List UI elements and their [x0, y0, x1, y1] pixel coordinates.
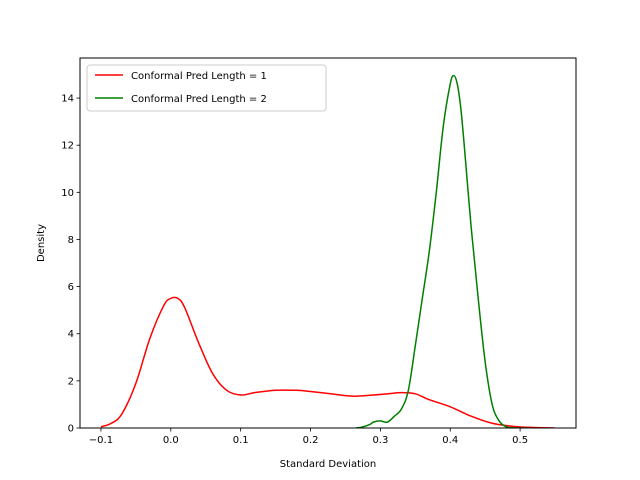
y-tick-label: 4: [68, 329, 74, 340]
y-tick-label: 12: [61, 141, 74, 152]
series-layer: [100, 74, 556, 428]
y-axis-ticks: 0 2 4 6 8 10 12 14: [61, 94, 80, 435]
x-tick-label: 0.0: [163, 435, 179, 446]
y-tick-label: 0: [68, 424, 74, 435]
density-line-length-1: [100, 296, 556, 428]
y-tick-label: 6: [68, 282, 74, 293]
legend-label-length-1: Conformal Pred Length = 1: [131, 71, 267, 82]
x-tick-label: −0.1: [89, 435, 113, 446]
x-tick-label: 0.4: [442, 435, 458, 446]
plot-area: [80, 58, 576, 428]
y-axis-label: Density: [36, 224, 47, 262]
legend: Conformal Pred Length = 1 Conformal Pred…: [86, 64, 327, 112]
x-tick-label: 0.3: [372, 435, 388, 446]
y-tick-label: 10: [61, 188, 74, 199]
y-tick-label: 8: [68, 235, 74, 246]
axes-frame: [79, 57, 577, 429]
legend-label-length-2: Conformal Pred Length = 2: [131, 94, 267, 105]
y-tick-label: 14: [61, 94, 74, 105]
legend-box: [86, 64, 327, 112]
x-tick-label: 0.1: [233, 435, 249, 446]
x-axis-ticks: −0.1 0.0 0.1 0.2 0.3 0.4 0.5: [89, 428, 528, 446]
x-axis-label: Standard Deviation: [280, 459, 377, 470]
x-tick-label: 0.2: [303, 435, 319, 446]
y-tick-label: 2: [68, 376, 74, 387]
x-tick-label: 0.5: [512, 435, 528, 446]
density-line-length-2: [355, 74, 528, 428]
